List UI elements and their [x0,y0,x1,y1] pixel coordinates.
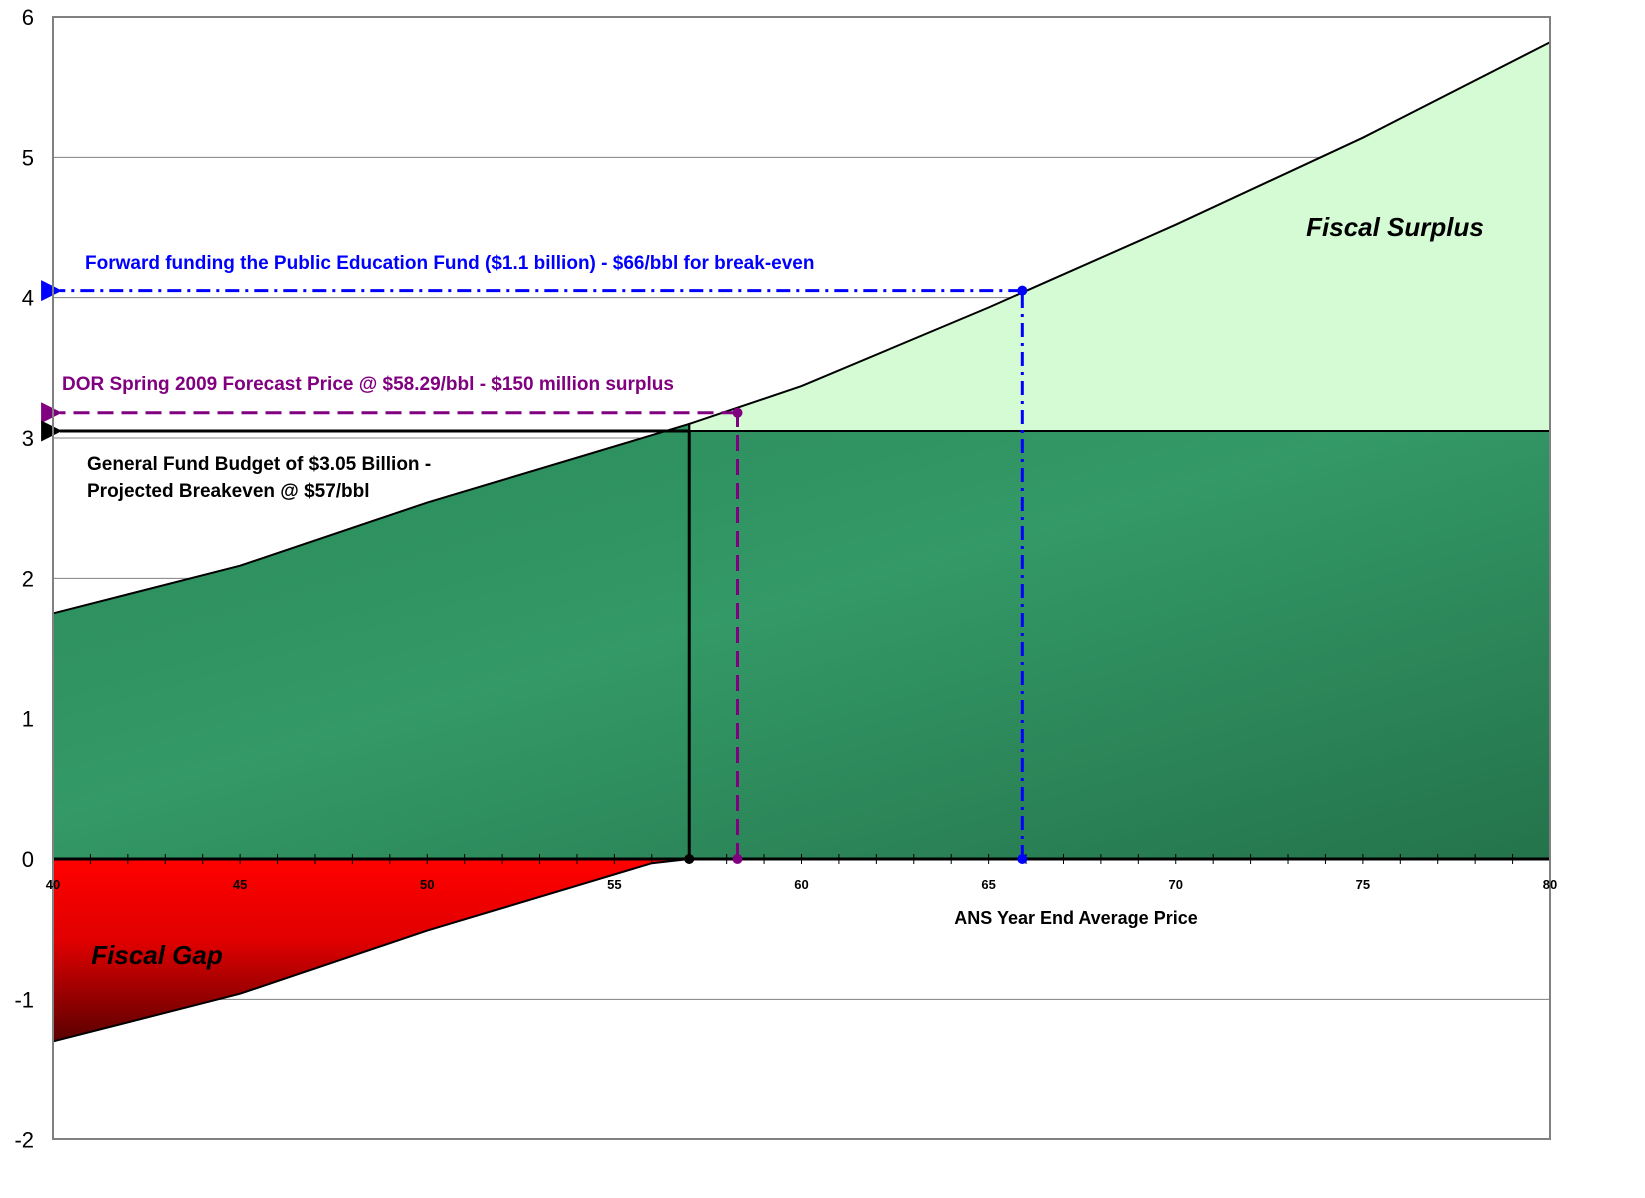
revenue-line-right [688,41,1551,431]
education-point [1017,285,1028,296]
breakeven-point [684,854,695,864]
y-tick-label: 2 [22,566,34,591]
y-tick-label: 1 [22,707,34,732]
x-axis-ticks: 40 45 50 55 60 65 70 75 80 [46,877,1557,892]
x-tick-label: 40 [46,877,60,892]
education-fund-annotation: Forward funding the Public Education Fun… [85,253,814,274]
x-tick-label: 55 [607,877,621,892]
plot-frame [52,16,1551,1140]
y-tick-label: 4 [22,286,34,311]
forecast-axis-point [732,854,743,864]
forecast-annotation: DOR Spring 2009 Forecast Price @ $58.29/… [62,374,674,395]
x-tick-label: 75 [1356,877,1370,892]
forecast-point [732,407,743,418]
y-axis-ticks: -2 -1 0 1 2 3 4 5 6 [14,5,34,1153]
y-tick-label: 5 [22,145,34,170]
y-tick-label: 6 [22,5,34,30]
chart-areas [52,41,1551,1043]
y-tick-label: -1 [14,987,34,1012]
y-tick-label: -2 [14,1128,34,1153]
x-tick-label: 60 [794,877,808,892]
annotation-guides [41,280,1028,864]
fiscal-gap-area [53,859,690,1042]
fiscal-surplus-label: Fiscal Surplus [1306,212,1484,242]
education-axis-point [1017,854,1028,864]
x-tick-label: 80 [1543,877,1557,892]
y-tick-label: 3 [22,426,34,451]
fiscal-gap-line [52,858,690,1043]
fiscal-gap-label: Fiscal Gap [91,940,223,970]
fiscal-surplus-area [689,42,1550,431]
y-tick-label: 0 [22,847,34,872]
x-tick-label: 70 [1169,877,1183,892]
x-axis [52,854,1551,864]
x-tick-label: 50 [420,877,434,892]
plot-border [52,16,1551,1140]
x-axis-title: ANS Year End Average Price [954,908,1197,928]
budget-annotation-line2: Projected Breakeven @ $57/bbl [87,481,370,502]
general-fund-area [53,423,1550,859]
budget-annotation-line1: General Fund Budget of $3.05 Billion - [87,454,431,475]
x-tick-label: 45 [233,877,247,892]
x-tick-label: 65 [981,877,995,892]
